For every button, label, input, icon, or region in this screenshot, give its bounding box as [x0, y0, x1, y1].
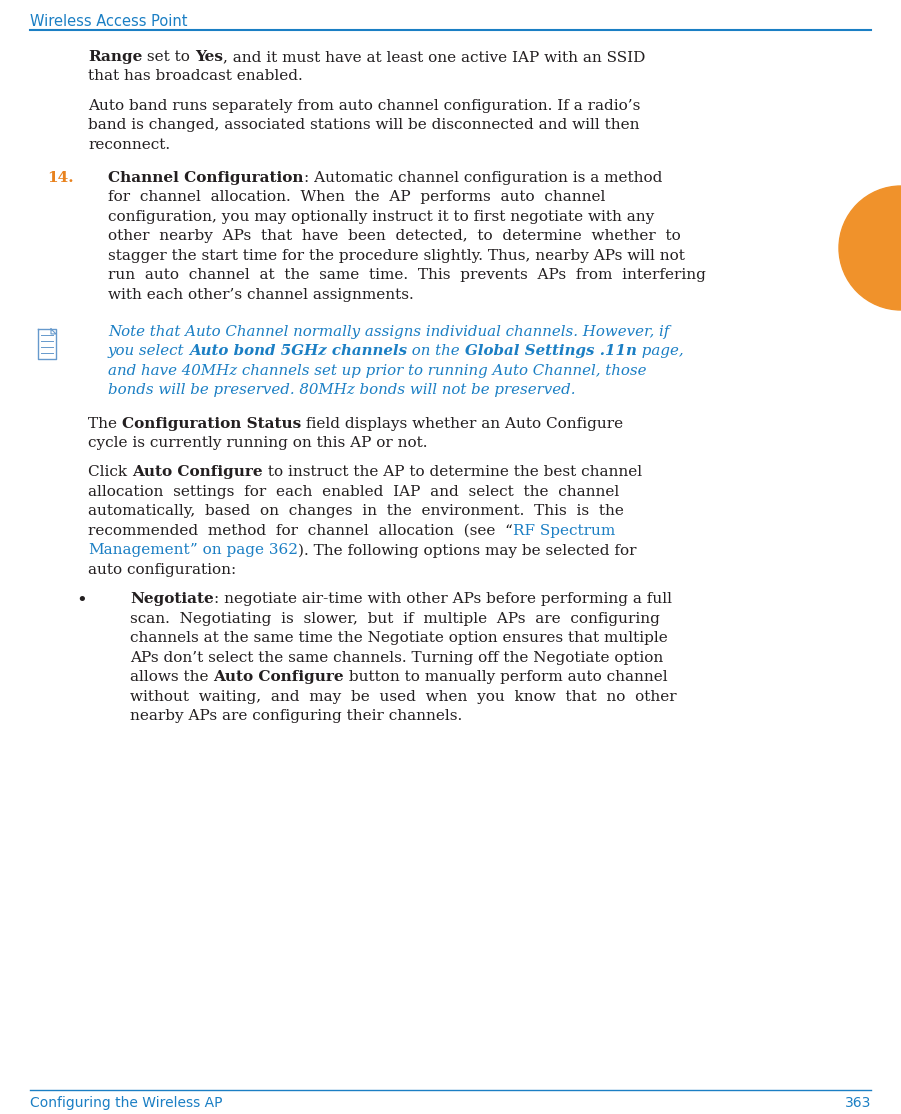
- Text: : Automatic channel configuration is a method: : Automatic channel configuration is a m…: [304, 170, 662, 185]
- Text: Range: Range: [88, 50, 142, 63]
- Text: on the: on the: [407, 344, 465, 359]
- Text: allocation  settings  for  each  enabled  IAP  and  select  the  channel: allocation settings for each enabled IAP…: [88, 485, 619, 499]
- Text: Yes: Yes: [196, 50, 223, 63]
- Text: Management: Management: [88, 544, 189, 557]
- Text: Global Settings .11n: Global Settings .11n: [465, 344, 637, 359]
- Text: you select: you select: [108, 344, 189, 359]
- Text: RF Spectrum: RF Spectrum: [513, 524, 615, 538]
- Text: and have 40MHz channels set up prior to running Auto Channel, those: and have 40MHz channels set up prior to …: [108, 364, 647, 378]
- Text: bonds will be preserved. 80MHz bonds will not be preserved.: bonds will be preserved. 80MHz bonds wil…: [108, 383, 576, 398]
- Text: : negotiate air-time with other APs before performing a full: : negotiate air-time with other APs befo…: [214, 593, 672, 606]
- Text: Negotiate: Negotiate: [130, 593, 214, 606]
- Text: configuration, you may optionally instruct it to first negotiate with any: configuration, you may optionally instru…: [108, 209, 654, 224]
- Text: recommended  method  for  channel  allocation  (see  “: recommended method for channel allocatio…: [88, 524, 513, 538]
- Text: ). The following options may be selected for: ). The following options may be selected…: [297, 544, 636, 558]
- Text: Click: Click: [88, 466, 132, 479]
- Text: page,: page,: [637, 344, 683, 359]
- Text: set to: set to: [142, 50, 196, 63]
- Wedge shape: [839, 186, 901, 310]
- Text: Auto band runs separately from auto channel configuration. If a radio’s: Auto band runs separately from auto chan…: [88, 99, 641, 113]
- Text: Auto Configure: Auto Configure: [214, 671, 344, 684]
- Text: stagger the start time for the procedure slightly. Thus, nearby APs will not: stagger the start time for the procedure…: [108, 248, 685, 263]
- Text: without  waiting,  and  may  be  used  when  you  know  that  no  other: without waiting, and may be used when yo…: [130, 690, 677, 704]
- Text: APs don’t select the same channels. Turning off the Negotiate option: APs don’t select the same channels. Turn…: [130, 651, 663, 665]
- Text: for  channel  allocation.  When  the  AP  performs  auto  channel: for channel allocation. When the AP perf…: [108, 190, 605, 204]
- Text: 363: 363: [844, 1096, 871, 1110]
- Text: , and it must have at least one active IAP with an SSID: , and it must have at least one active I…: [223, 50, 645, 63]
- Text: field displays whether an Auto Configure: field displays whether an Auto Configure: [301, 417, 623, 431]
- Text: with each other’s channel assignments.: with each other’s channel assignments.: [108, 287, 414, 302]
- Text: reconnect.: reconnect.: [88, 138, 170, 152]
- Text: other  nearby  APs  that  have  been  detected,  to  determine  whether  to: other nearby APs that have been detected…: [108, 229, 681, 243]
- Text: Auto Configure: Auto Configure: [132, 466, 262, 479]
- Text: automatically,  based  on  changes  in  the  environment.  This  is  the: automatically, based on changes in the e…: [88, 505, 623, 518]
- Text: Auto bond 5GHz channels: Auto bond 5GHz channels: [189, 344, 407, 359]
- Text: The: The: [88, 417, 122, 431]
- Text: Wireless Access Point: Wireless Access Point: [30, 14, 187, 29]
- Text: Configuring the Wireless AP: Configuring the Wireless AP: [30, 1096, 223, 1110]
- Text: band is changed, associated stations will be disconnected and will then: band is changed, associated stations wil…: [88, 118, 640, 133]
- Text: Channel Configuration: Channel Configuration: [108, 170, 304, 185]
- Text: auto configuration:: auto configuration:: [88, 563, 236, 577]
- Text: •: •: [76, 593, 86, 610]
- Text: cycle is currently running on this AP or not.: cycle is currently running on this AP or…: [88, 436, 427, 450]
- Text: 14.: 14.: [47, 170, 74, 185]
- Text: run  auto  channel  at  the  same  time.  This  prevents  APs  from  interfering: run auto channel at the same time. This …: [108, 268, 705, 283]
- Text: to instruct the AP to determine the best channel: to instruct the AP to determine the best…: [262, 466, 642, 479]
- Text: Configuration Status: Configuration Status: [122, 417, 301, 431]
- Text: ” on page 362: ” on page 362: [189, 544, 297, 557]
- Text: allows the: allows the: [130, 671, 214, 684]
- Text: channels at the same time the Negotiate option ensures that multiple: channels at the same time the Negotiate …: [130, 632, 668, 645]
- Text: button to manually perform auto channel: button to manually perform auto channel: [344, 671, 668, 684]
- Text: nearby APs are configuring their channels.: nearby APs are configuring their channel…: [130, 710, 462, 723]
- Text: Note that Auto Channel normally assigns individual channels. However, if: Note that Auto Channel normally assigns …: [108, 325, 669, 339]
- Text: scan.  Negotiating  is  slower,  but  if  multiple  APs  are  configuring: scan. Negotiating is slower, but if mult…: [130, 612, 660, 626]
- Text: that has broadcast enabled.: that has broadcast enabled.: [88, 69, 303, 84]
